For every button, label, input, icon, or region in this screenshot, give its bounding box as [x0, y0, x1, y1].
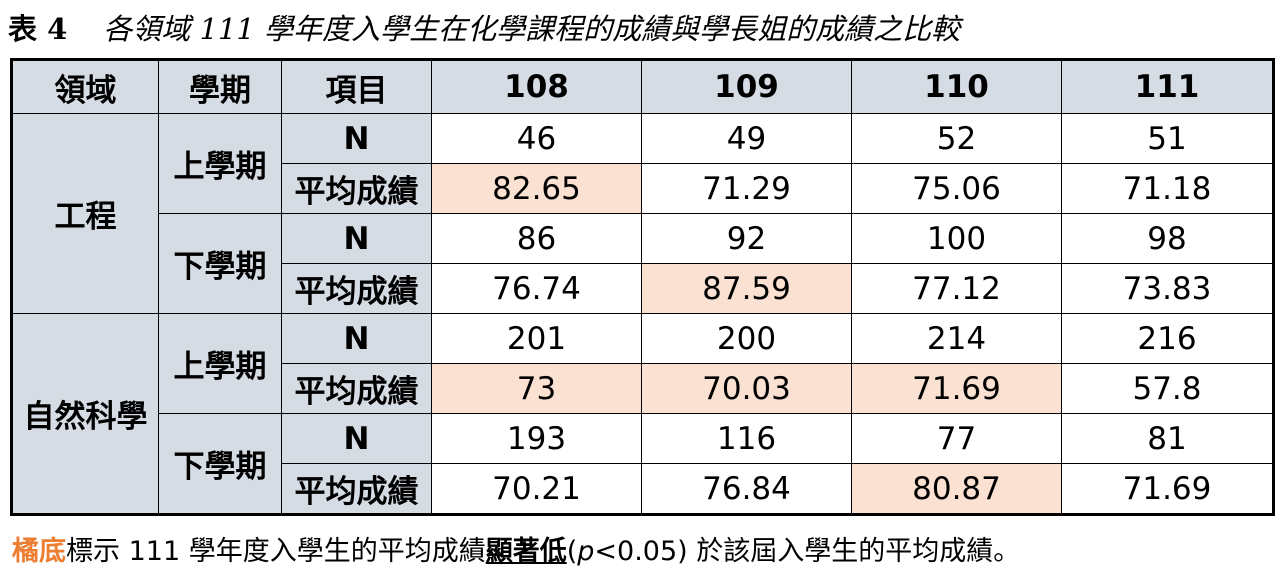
value-cell: 70.03: [641, 363, 852, 414]
value-cell: 77: [851, 413, 1062, 464]
value-cell: 81: [1061, 413, 1274, 464]
value-cell: 76.74: [431, 263, 642, 314]
item-cell: 平均成績: [281, 163, 432, 214]
table-row: 平均成績 73 70.03 71.69 57.8: [12, 363, 1274, 414]
value-cell: 82.65: [431, 163, 642, 214]
term-cell: 上學期: [158, 113, 282, 214]
item-cell: N: [281, 113, 432, 164]
value-cell: 116: [641, 413, 852, 464]
value-cell: 70.21: [431, 463, 642, 515]
value-cell: 216: [1061, 313, 1274, 364]
value-cell: 200: [641, 313, 852, 364]
header-cell: 學期: [158, 59, 282, 114]
value-cell: 52: [851, 113, 1062, 164]
value-cell: 73.83: [1061, 263, 1274, 314]
header-row: 領域 學期 項目 108 109 110 111: [11, 59, 1274, 114]
note-variable: p: [577, 536, 595, 567]
title-text: 各領域 111 學年度入學生在化學課程的成績與學長姐的成績之比較: [103, 12, 961, 46]
value-cell: 100: [851, 213, 1062, 264]
value-cell: 92: [641, 213, 852, 264]
note-text: 標示 111 學年度入學生的平均成績: [66, 536, 486, 567]
table-row: 平均成績 76.74 87.59 77.12 73.83: [12, 263, 1274, 314]
item-cell: N: [281, 313, 432, 364]
term-cell: 下學期: [158, 413, 282, 515]
value-cell: 76.84: [641, 463, 852, 515]
value-cell: 71.18: [1061, 163, 1274, 214]
field-cell: 工程: [11, 113, 159, 314]
table-head: 領域 學期 項目 108 109 110 111: [11, 59, 1274, 114]
score-table: 領域 學期 項目 108 109 110 111 工程 上學期 N 46 49 52 51 平均成績 82.6…: [10, 58, 1275, 516]
value-cell: 201: [431, 313, 642, 364]
value-cell: 73: [431, 363, 642, 414]
header-cell: 111: [1061, 59, 1274, 114]
value-cell: 86: [431, 213, 642, 264]
field-cell: 自然科學: [11, 313, 159, 515]
note-condition: <0.05): [594, 536, 688, 567]
note-marker: 橘底: [12, 536, 66, 567]
value-cell: 75.06: [851, 163, 1062, 214]
note-emphasis: 顯著低: [485, 536, 567, 567]
term-cell: 下學期: [158, 213, 282, 314]
item-cell: N: [281, 213, 432, 264]
table-body: 工程 上學期 N 46 49 52 51 平均成績 82.65 71.29 75.06 71.18 下學…: [11, 113, 1274, 515]
header-cell: 領域: [11, 59, 159, 114]
value-cell: 57.8: [1061, 363, 1274, 414]
table-row: 自然科學 上學期 N 201 200 214 216: [11, 313, 1274, 515]
item-cell: 平均成績: [281, 363, 432, 414]
title-label: 表 4: [8, 12, 68, 46]
table-row: 平均成績 70.21 76.84 80.87 71.69: [12, 463, 1274, 515]
value-cell: 98: [1061, 213, 1274, 264]
item-cell: 平均成績: [281, 263, 432, 314]
note-open: (: [566, 536, 578, 567]
header-cell: 109: [641, 59, 852, 114]
value-cell: 214: [851, 313, 1062, 364]
footnote: 橘底標示 111 學年度入學生的平均成績顯著低(p<0.05) 於該屆入學生的平…: [12, 529, 1020, 568]
value-cell: 77.12: [851, 263, 1062, 314]
value-cell: 71.69: [1061, 463, 1274, 515]
value-cell: 87.59: [641, 263, 852, 314]
note-rest: 於該屆入學生的平均成績。: [696, 536, 1021, 567]
value-cell: 193: [431, 413, 642, 464]
term-cell: 上學期: [158, 313, 282, 414]
table-row: 下學期 N 193 116 77 81: [12, 413, 1274, 515]
item-cell: N: [281, 413, 432, 464]
table-row: 平均成績 82.65 71.29 75.06 71.18: [12, 163, 1274, 214]
value-cell: 49: [641, 113, 852, 164]
item-cell: 平均成績: [281, 463, 432, 515]
header-cell: 110: [851, 59, 1062, 114]
header-cell: 項目: [281, 59, 432, 114]
table-row: 工程 上學期 N 46 49 52 51: [11, 113, 1274, 314]
value-cell: 71.69: [851, 363, 1062, 414]
value-cell: 71.29: [641, 163, 852, 214]
title: 表 4 各領域 111 學年度入學生在化學課程的成績與學長姐的成績之比較: [8, 6, 960, 48]
table-row: 下學期 N 86 92 100 98: [12, 213, 1274, 314]
value-cell: 46: [431, 113, 642, 164]
header-cell: 108: [431, 59, 642, 114]
value-cell: 80.87: [851, 463, 1062, 515]
value-cell: 51: [1061, 113, 1274, 164]
